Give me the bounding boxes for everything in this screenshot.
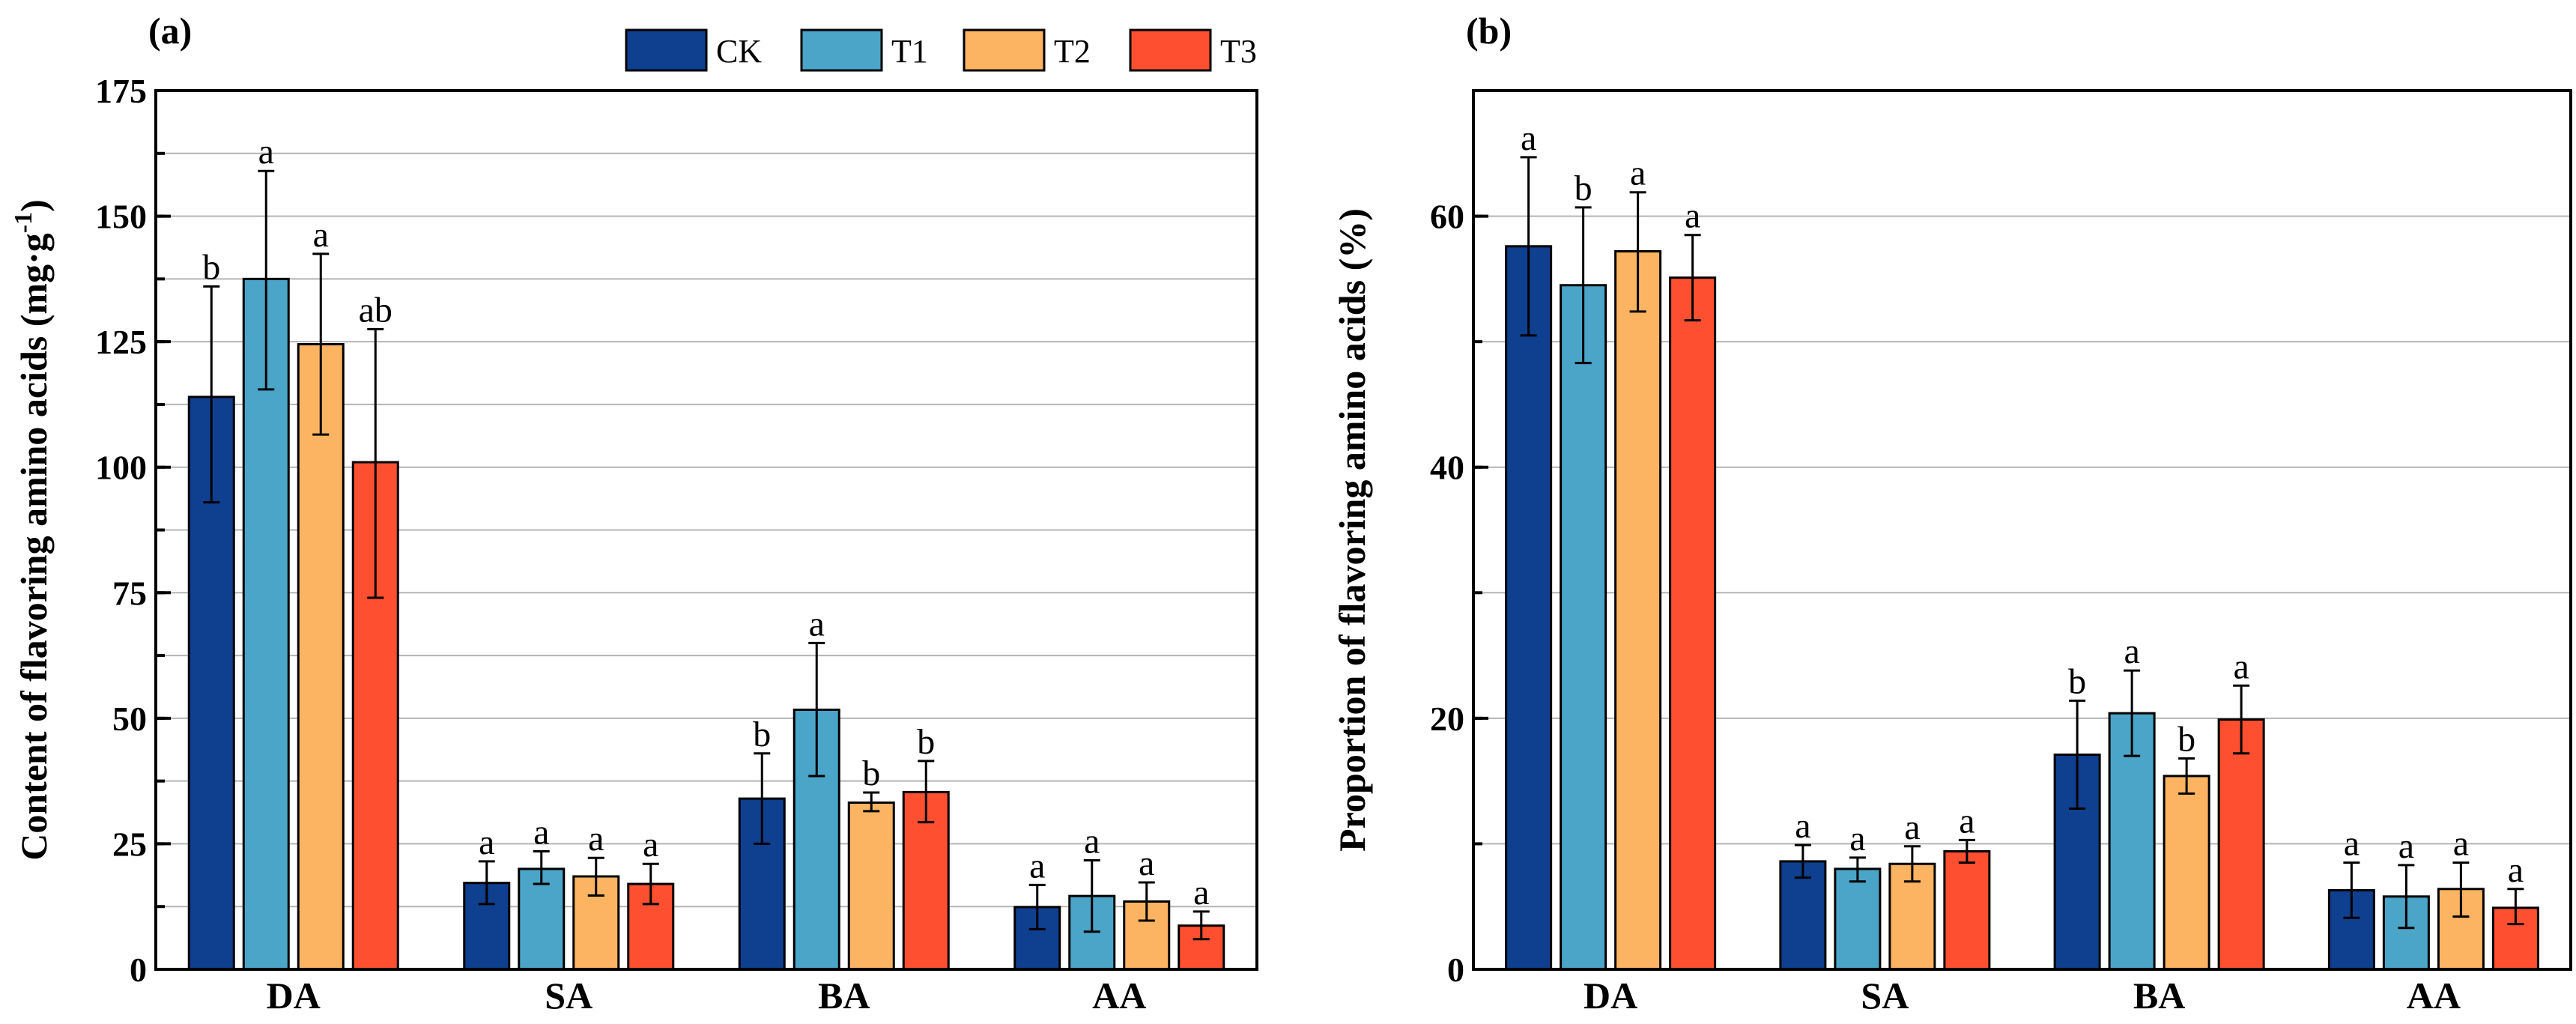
bar-CK-SA bbox=[1779, 860, 1827, 971]
y-tick-label: 175 bbox=[95, 72, 147, 110]
significance-letter: a bbox=[1084, 822, 1100, 861]
y-tick-label: 0 bbox=[1447, 951, 1464, 989]
x-tick-label: DA bbox=[267, 975, 321, 1017]
significance-letter: a bbox=[1139, 843, 1154, 883]
significance-letter: a bbox=[1959, 801, 1975, 840]
legend-swatch-T2 bbox=[963, 28, 1046, 72]
bar-T3-SA bbox=[1943, 849, 1991, 971]
y-tick-label: 100 bbox=[95, 449, 147, 487]
y-tick-label: 40 bbox=[1430, 449, 1464, 487]
y-tick-label: 150 bbox=[95, 198, 147, 236]
significance-letter: a bbox=[643, 825, 658, 864]
significance-letter: a bbox=[809, 604, 825, 643]
significance-letter: a bbox=[588, 819, 604, 858]
significance-letter: a bbox=[1795, 806, 1810, 846]
x-tick-label: DA bbox=[1584, 975, 1637, 1017]
legend-swatch-T3 bbox=[1129, 28, 1212, 72]
significance-letter: a bbox=[2124, 631, 2139, 671]
significance-letter: b bbox=[917, 722, 935, 762]
y-axis-label: Proportion of flavoring amino acids (%) bbox=[1331, 208, 1373, 852]
bar-CK-DA bbox=[1505, 245, 1553, 971]
significance-letter: a bbox=[313, 215, 329, 255]
x-tick-label: SA bbox=[545, 975, 593, 1017]
significance-letter: b bbox=[1575, 169, 1592, 208]
significance-letter: a bbox=[1630, 154, 1646, 193]
y-tick-label: 125 bbox=[95, 323, 147, 361]
significance-letter: b bbox=[862, 754, 880, 793]
significance-letter: ab bbox=[359, 290, 393, 330]
y-tick-label: 0 bbox=[130, 951, 147, 989]
significance-letter: b bbox=[2178, 719, 2195, 759]
x-tick-label: AA bbox=[1092, 975, 1146, 1017]
significance-letter: a bbox=[2453, 824, 2469, 864]
bar-T1-DA bbox=[1560, 284, 1607, 971]
y-axis-label: Content of flavoring amino acids (mg·g-1… bbox=[10, 199, 55, 860]
y-tick-label: 25 bbox=[112, 825, 147, 863]
significance-letter: a bbox=[1685, 196, 1700, 236]
legend-swatch-CK bbox=[625, 28, 708, 72]
panel-label: (b) bbox=[1466, 10, 1512, 52]
legend-label: T2 bbox=[1054, 33, 1091, 70]
x-tick-label: AA bbox=[2407, 975, 2461, 1017]
bar-T2-BA bbox=[2163, 775, 2210, 971]
significance-letter: a bbox=[258, 132, 274, 172]
x-tick-label: BA bbox=[2133, 975, 2185, 1017]
significance-letter: a bbox=[2233, 646, 2249, 686]
legend-label: T3 bbox=[1220, 33, 1257, 70]
legend-label: T1 bbox=[891, 33, 928, 70]
x-tick-label: SA bbox=[1861, 975, 1909, 1017]
significance-letter: a bbox=[479, 822, 494, 862]
bar-T2-DA bbox=[297, 342, 345, 971]
significance-letter: a bbox=[2508, 850, 2524, 890]
significance-letter: a bbox=[1521, 118, 1536, 158]
legend-label: CK bbox=[716, 33, 762, 70]
panel-label: (a) bbox=[148, 10, 192, 52]
x-tick-label: BA bbox=[818, 975, 870, 1017]
significance-letter: a bbox=[2398, 826, 2414, 866]
bar-T3-DA bbox=[1669, 276, 1717, 971]
y-tick-label: 75 bbox=[112, 574, 147, 612]
significance-letter: a bbox=[1849, 819, 1865, 858]
legend: CK T1 T2 T3 bbox=[625, 28, 1257, 72]
significance-letter: a bbox=[1029, 846, 1045, 885]
legend-swatch-T1 bbox=[800, 28, 883, 72]
significance-letter: b bbox=[753, 715, 771, 754]
bar-T1-SA bbox=[1834, 867, 1882, 971]
bar-T3-BA bbox=[2217, 718, 2265, 971]
significance-letter: b bbox=[202, 247, 220, 287]
significance-letter: a bbox=[1193, 873, 1209, 912]
plot-frame bbox=[154, 89, 1258, 971]
significance-letter: b bbox=[2068, 661, 2086, 701]
plot-frame bbox=[1472, 89, 2572, 971]
y-tick-label: 20 bbox=[1430, 700, 1464, 738]
bar-T2-BA bbox=[847, 801, 895, 971]
significance-letter: a bbox=[2344, 824, 2360, 864]
y-tick-label: 50 bbox=[112, 700, 147, 738]
bar-T2-DA bbox=[1614, 249, 1662, 971]
y-tick-label: 60 bbox=[1430, 198, 1464, 236]
significance-letter: a bbox=[1904, 808, 1920, 847]
significance-letter: a bbox=[533, 812, 549, 852]
